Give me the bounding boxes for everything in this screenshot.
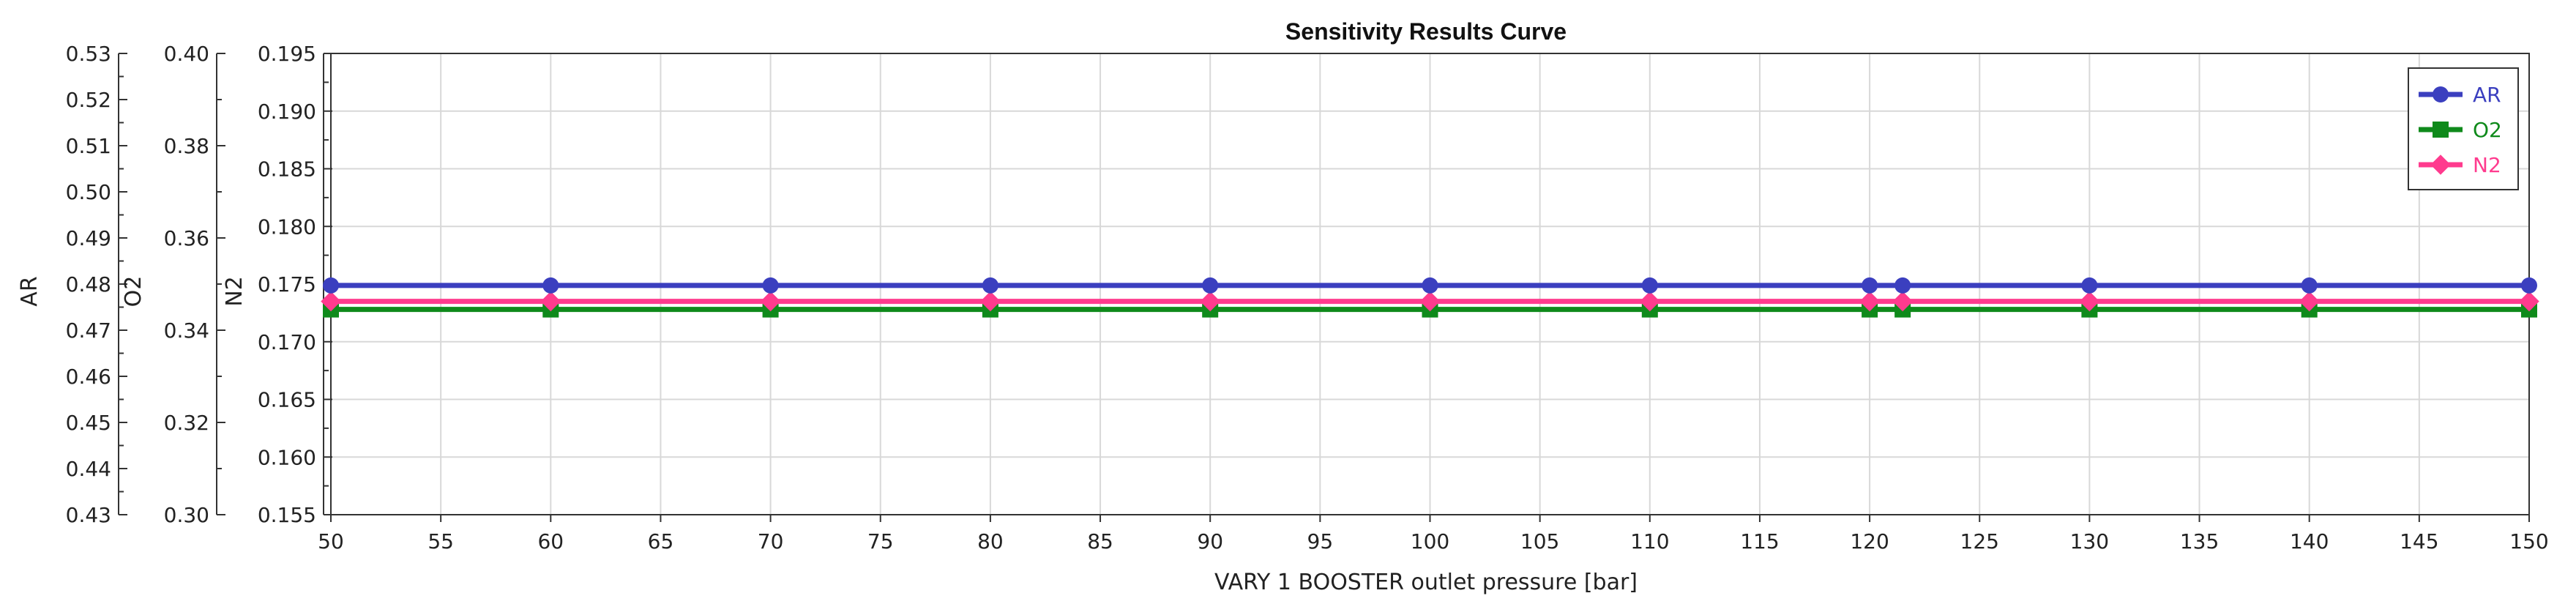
x-tick-label: 105 [1520,529,1559,554]
x-tick-label: 135 [2180,529,2219,554]
data-point-ar [323,277,339,294]
x-tick-label: 100 [1411,529,1449,554]
data-point-n2 [2299,291,2320,312]
y-tick-label-n2: 0.165 [258,388,316,412]
y-tick-label-n2: 0.190 [258,100,316,124]
data-point-ar [1862,277,1878,294]
y-axis-title-ar: AR [17,276,42,306]
data-point-ar [542,277,559,294]
y-tick-label-o2: 0.38 [164,134,209,158]
y-tick-label-ar: 0.43 [66,503,111,527]
x-axis-title: VARY 1 BOOSTER outlet pressure [bar] [1214,570,1638,595]
x-tick-label: 145 [2400,529,2438,554]
y-tick-label-ar: 0.49 [66,226,111,250]
legend-label: AR [2473,83,2501,107]
series-layer [321,277,2539,318]
y-tick-label-o2: 0.30 [164,503,209,527]
x-tick-label: 75 [867,529,894,554]
legend-item-ar[interactable]: AR [2419,83,2501,107]
y-tick-label-ar: 0.47 [66,318,111,343]
data-point-ar [2081,277,2098,294]
chart-title: Sensitivity Results Curve [1285,18,1567,45]
y-axis-title-o2: O2 [121,276,146,308]
y-tick-label-n2: 0.195 [258,42,316,66]
y-tick-label-ar: 0.46 [66,365,111,389]
data-point-n2 [1640,291,1660,312]
data-point-n2 [1200,291,1220,312]
data-point-ar [1641,277,1658,294]
x-tick-label: 115 [1740,529,1779,554]
data-point-n2 [540,291,561,312]
x-tick-label: 95 [1307,529,1334,554]
data-point-ar [1422,277,1438,294]
x-tick-label: 50 [318,529,344,554]
y-tick-label-o2: 0.34 [164,318,209,343]
y-tick-label-n2: 0.175 [258,272,316,297]
legend-item-o2[interactable]: O2 [2419,118,2502,142]
legend-label: N2 [2473,153,2501,177]
y-tick-label-ar: 0.53 [66,42,111,66]
x-tick-label: 85 [1087,529,1113,554]
data-point-n2 [1892,291,1913,312]
data-point-n2 [980,291,1001,312]
data-point-ar [2301,277,2318,294]
x-tick-label: 90 [1197,529,1223,554]
x-tick-label: 120 [1850,529,1889,554]
y-tick-label-ar: 0.52 [66,88,111,112]
y-tick-label-o2: 0.32 [164,411,209,435]
x-tick-label: 150 [2509,529,2548,554]
y-tick-label-ar: 0.45 [66,411,111,435]
x-tick-label: 130 [2070,529,2109,554]
y-tick-label-o2: 0.36 [164,226,209,250]
y-tick-label-ar: 0.48 [66,272,111,297]
data-point-n2 [2519,291,2539,312]
y-tick-label-ar: 0.50 [66,180,111,204]
y-tick-label-n2: 0.180 [258,215,316,239]
legend-marker-circle [2433,86,2449,102]
x-tick-label: 60 [537,529,564,554]
x-tick-label: 70 [758,529,784,554]
x-tick-label: 125 [1960,529,1999,554]
legend-marker-square [2433,122,2449,138]
data-point-ar [982,277,998,294]
y-tick-label-n2: 0.155 [258,503,316,527]
y-tick-label-ar: 0.44 [66,457,111,481]
series-n2 [321,291,2539,312]
x-tick-label: 140 [2290,529,2329,554]
data-point-n2 [1859,291,1880,312]
data-point-n2 [760,291,781,312]
x-tick-label: 80 [977,529,1004,554]
y-tick-label-ar: 0.51 [66,134,111,158]
x-tick-label: 55 [428,529,454,554]
data-point-ar [2521,277,2537,294]
series-ar [323,277,2537,294]
y-tick-label-n2: 0.185 [258,157,316,182]
data-point-ar [1202,277,1219,294]
y-axis-title-n2: N2 [222,276,247,307]
data-point-n2 [2079,291,2100,312]
data-point-n2 [321,291,341,312]
axes: 50 55 60 65 70 75 80 85 90 95 100 105 110 115 120 125 13… [17,42,2549,554]
legend-marker-diamond [2430,154,2451,175]
data-point-ar [1894,277,1911,294]
y-tick-label-n2: 0.160 [258,445,316,469]
data-point-n2 [1419,291,1441,312]
data-point-ar [762,277,779,294]
x-tick-label: 110 [1630,529,1669,554]
y-tick-label-n2: 0.170 [258,330,316,354]
legend-label: O2 [2473,118,2502,142]
x-tick-label: 65 [648,529,674,554]
legend-item-n2[interactable]: N2 [2419,153,2501,177]
y-tick-label-o2: 0.40 [164,42,209,66]
legend[interactable]: AR O2 N2 [2408,67,2519,190]
